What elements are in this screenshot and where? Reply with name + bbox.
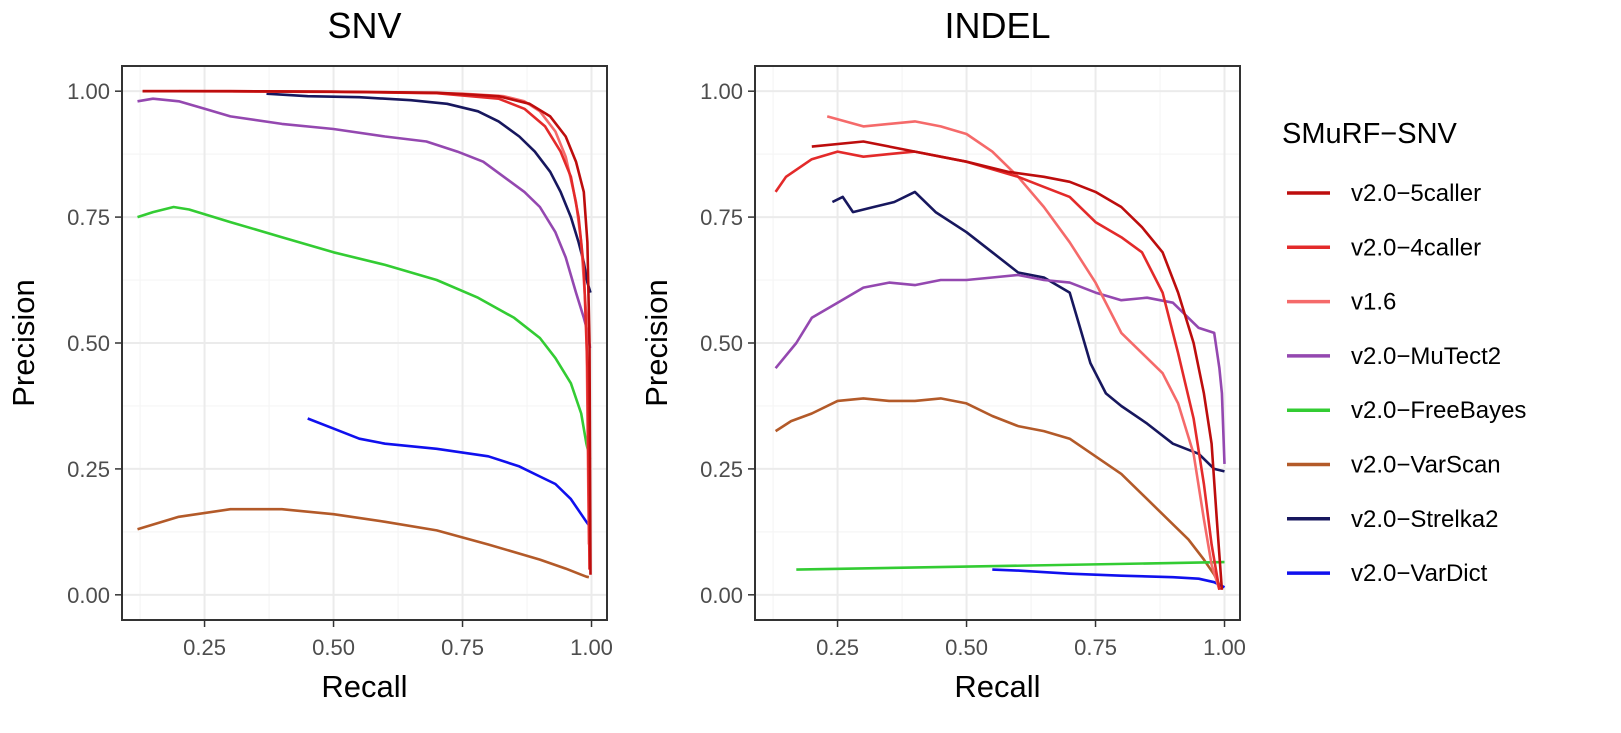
- legend-item: v2.0−MuTect2: [1287, 343, 1501, 370]
- legend-label: v2.0−Strelka2: [1351, 506, 1498, 533]
- series-line-v2-0-freebayes: [796, 560, 1225, 571]
- legend-title: SMuRF−SNV: [1282, 118, 1458, 150]
- x-tick-label: 0.75: [441, 635, 484, 660]
- x-tick-label: 0.25: [816, 635, 859, 660]
- series-line-v2-0-varscan: [774, 397, 1221, 586]
- x-tick-label: 0.75: [1074, 635, 1117, 660]
- indel-panel: 0.25 0.50 0.75 1.00 0.00 0.25 0.50 0.75 1.00 INDE…: [639, 5, 1246, 704]
- series-line-v2-0-mutect2: [774, 273, 1226, 464]
- legend-item: v2.0−5caller: [1287, 180, 1481, 207]
- y-tick-label: 1.00: [700, 79, 743, 104]
- y-tick-label: 0.50: [700, 331, 743, 356]
- y-tick-label: 0.75: [67, 205, 110, 230]
- legend-item: v2.0−FreeBayes: [1287, 397, 1526, 424]
- legend-label: v2.0−MuTect2: [1351, 343, 1501, 370]
- series-line-v2-0-5caller: [811, 140, 1224, 590]
- y-tick-label: 0.00: [67, 583, 110, 608]
- x-tick-label: 1.00: [570, 635, 613, 660]
- legend-item: v2.0−4caller: [1287, 234, 1481, 261]
- x-tick-label: 1.00: [1203, 635, 1246, 660]
- series-line-v1-6: [826, 115, 1221, 591]
- y-tick-label: 0.00: [700, 583, 743, 608]
- panel-title: SNV: [327, 5, 401, 46]
- x-axis-title: Recall: [321, 669, 407, 704]
- series-line-v2-0-freebayes: [137, 205, 592, 460]
- y-tick-label: 0.25: [700, 457, 743, 482]
- y-tick-label: 0.25: [67, 457, 110, 482]
- snv-panel: 0.25 0.50 0.75 1.00 0.00 0.25 0.50 0.75 1.00 SNV R…: [6, 5, 613, 704]
- legend-label: v2.0−5caller: [1351, 180, 1481, 207]
- legend-label: v2.0−VarDict: [1351, 560, 1488, 587]
- legend: SMuRF−SNV v2.0−5caller v2.0−4caller v1.6 v2.…: [1282, 118, 1526, 587]
- series-line-v2-0-vardict: [992, 568, 1226, 589]
- legend-label: v2.0−VarScan: [1351, 452, 1501, 479]
- legend-label: v2.0−FreeBayes: [1351, 397, 1526, 424]
- legend-item: v2.0−VarScan: [1287, 452, 1501, 479]
- y-tick-label: 1.00: [67, 79, 110, 104]
- x-tick-label: 0.50: [312, 635, 355, 660]
- x-tick-label: 0.50: [945, 635, 988, 660]
- series-line-v2-0-strelka2: [831, 190, 1225, 473]
- panel-title: INDEL: [944, 5, 1050, 46]
- y-axis-title: Precision: [6, 279, 41, 407]
- series-line-v2-0-mutect2: [137, 97, 592, 349]
- legend-label: v1.6: [1351, 289, 1396, 316]
- legend-label: v2.0−4caller: [1351, 234, 1481, 261]
- legend-item: v2.0−VarDict: [1287, 560, 1488, 587]
- y-tick-label: 0.50: [67, 331, 110, 356]
- y-axis-title: Precision: [639, 279, 674, 407]
- y-tick-label: 0.75: [700, 205, 743, 230]
- x-axis-title: Recall: [954, 669, 1040, 704]
- series-line-v2-0-varscan: [137, 507, 590, 579]
- legend-item: v2.0−Strelka2: [1287, 506, 1498, 533]
- x-tick-label: 0.25: [183, 635, 226, 660]
- series-line-v2-0-4caller: [774, 150, 1221, 591]
- series-line-v2-0-5caller: [142, 89, 592, 575]
- series-line-v2-0-vardict: [307, 417, 592, 528]
- legend-item: v1.6: [1287, 289, 1396, 316]
